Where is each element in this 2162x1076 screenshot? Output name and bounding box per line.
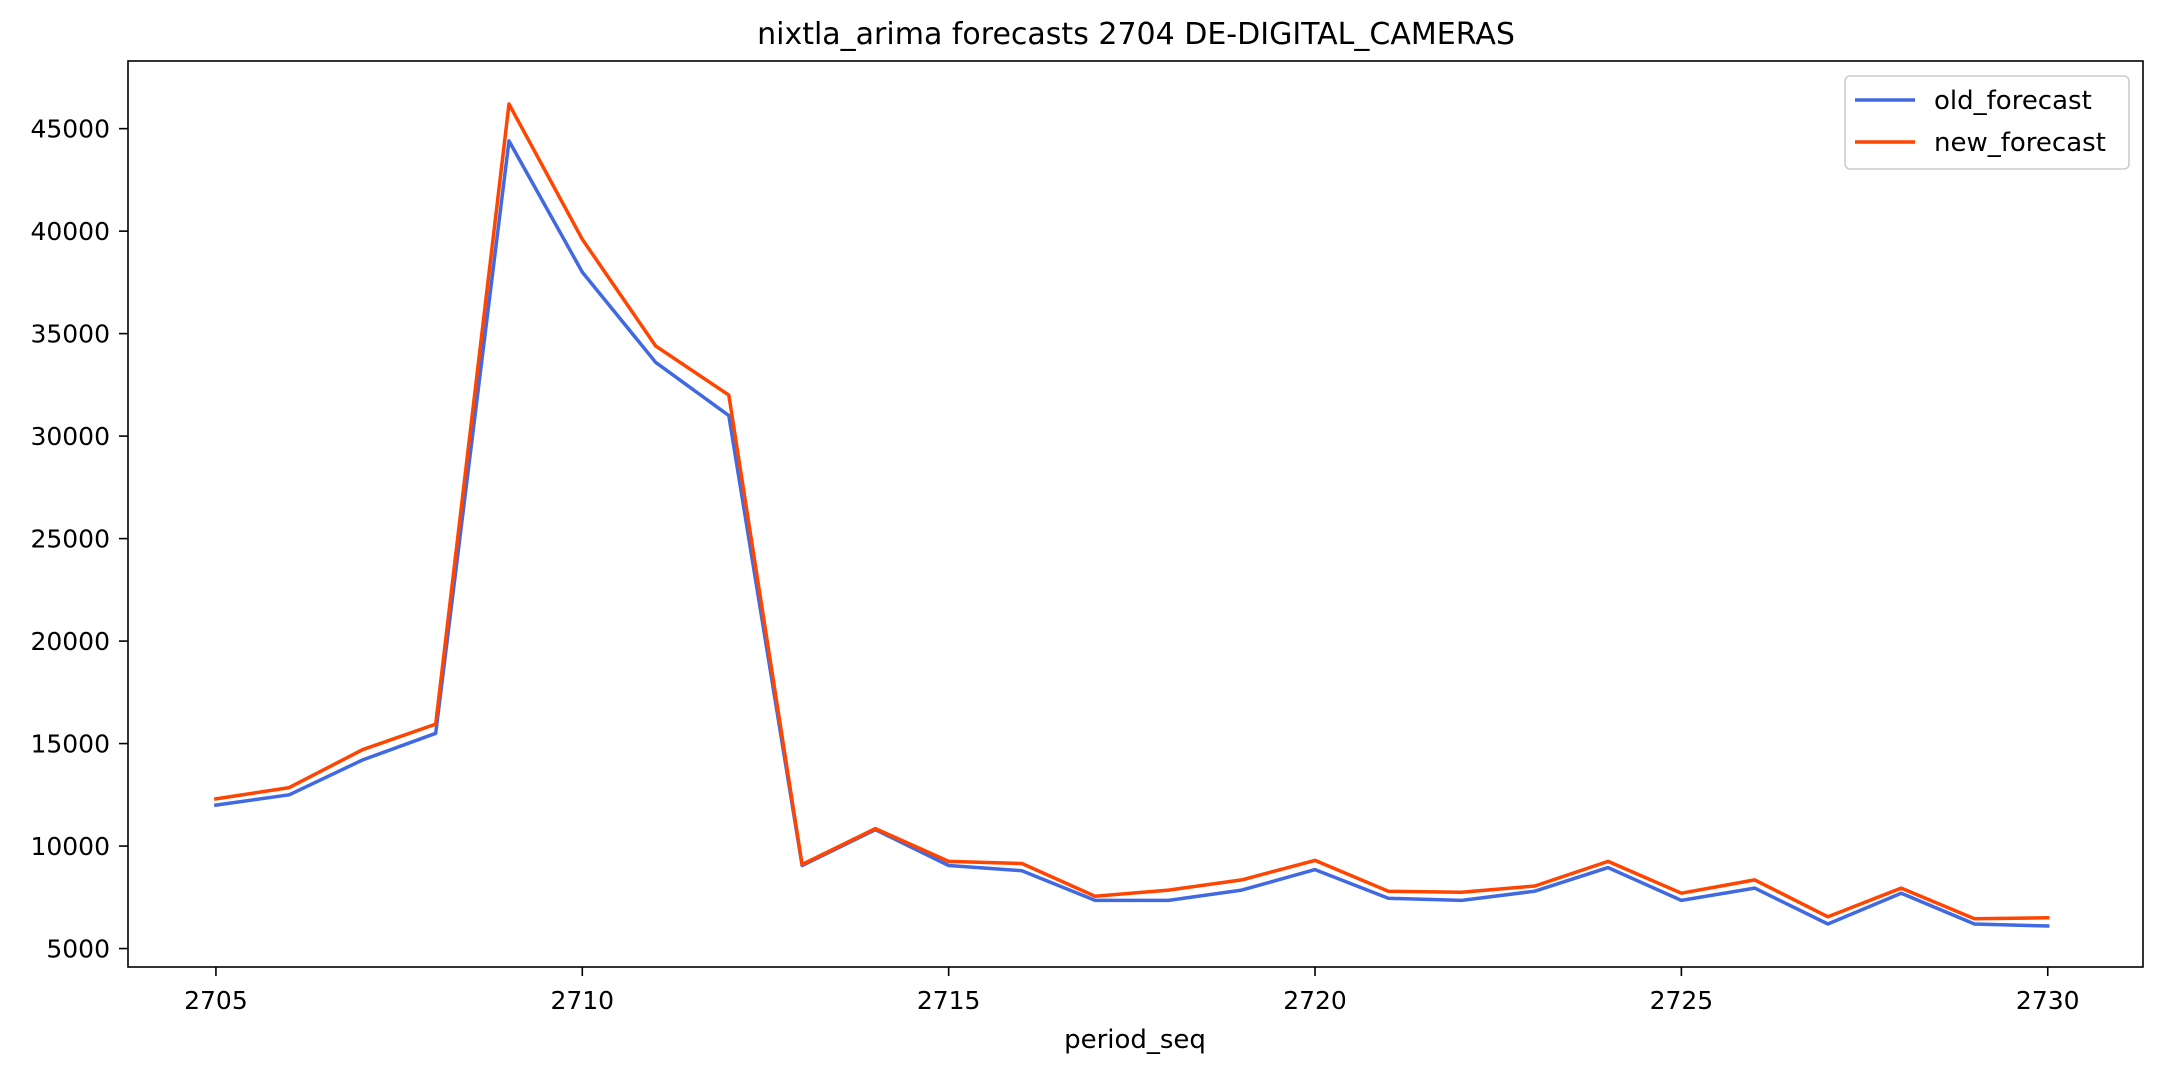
x-tick-label: 2715 bbox=[917, 986, 981, 1015]
x-tick-label: 2710 bbox=[550, 986, 614, 1015]
y-tick-label: 10000 bbox=[30, 832, 110, 861]
x-axis-label: period_seq bbox=[1064, 1025, 1206, 1055]
y-tick-label: 20000 bbox=[30, 627, 110, 656]
y-tick-label: 25000 bbox=[30, 525, 110, 554]
y-tick-label: 40000 bbox=[30, 217, 110, 246]
chart-title: nixtla_arima forecasts 2704 DE-DIGITAL_C… bbox=[757, 17, 1515, 52]
y-tick-label: 45000 bbox=[30, 115, 110, 144]
series-line-new-forecast bbox=[213, 102, 2050, 921]
x-tick-label: 2720 bbox=[1283, 986, 1347, 1015]
series-lines bbox=[213, 102, 2050, 928]
legend: old_forecast new_forecast bbox=[1844, 75, 2130, 170]
axis-ticks: 2705 2710 2715 2720 2725 2730 5000 10000 15000 20… bbox=[30, 115, 2079, 1015]
legend-box bbox=[1844, 75, 2130, 170]
legend-label-old-forecast: old_forecast bbox=[1934, 86, 2092, 116]
legend-label-new-forecast: new_forecast bbox=[1934, 128, 2106, 158]
y-tick-label: 5000 bbox=[46, 935, 110, 964]
x-tick-label: 2730 bbox=[2016, 986, 2080, 1015]
series-line-old-forecast bbox=[213, 139, 2050, 928]
plot-frame bbox=[127, 60, 2144, 968]
y-tick-label: 30000 bbox=[30, 422, 110, 451]
y-tick-label: 15000 bbox=[30, 730, 110, 759]
y-tick-label: 35000 bbox=[30, 320, 110, 349]
x-tick-label: 2705 bbox=[184, 986, 248, 1015]
x-tick-label: 2725 bbox=[1650, 986, 1714, 1015]
